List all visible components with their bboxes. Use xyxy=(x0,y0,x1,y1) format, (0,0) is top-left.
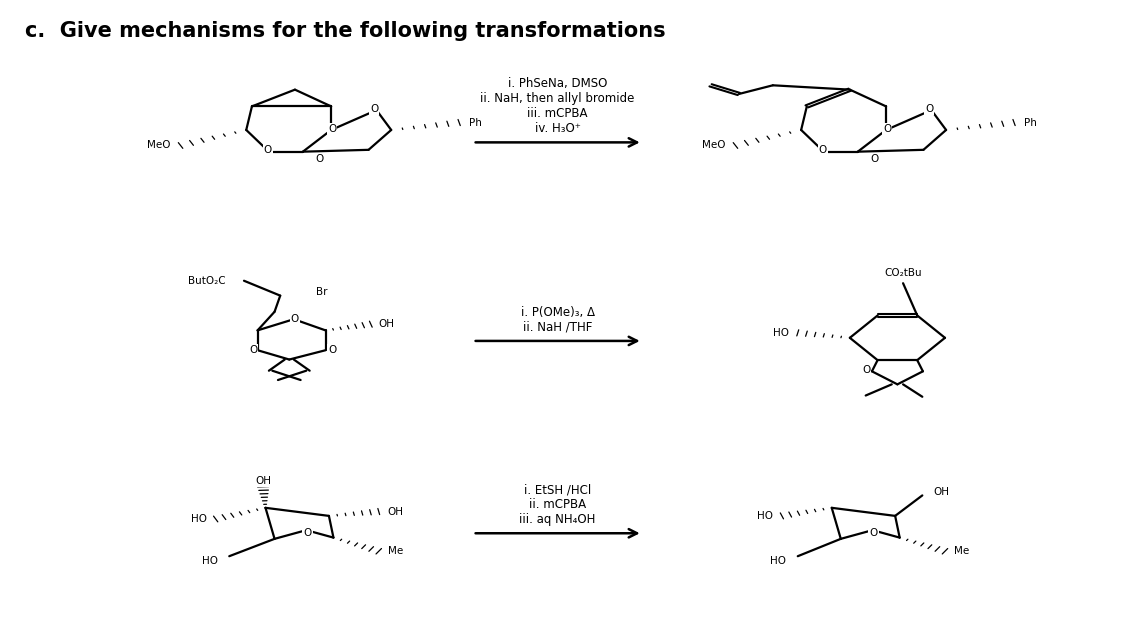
Text: HO: HO xyxy=(770,556,786,566)
Text: O: O xyxy=(304,528,312,538)
Text: Ph: Ph xyxy=(1024,118,1037,128)
Text: Me: Me xyxy=(954,546,970,557)
Text: O: O xyxy=(291,314,299,324)
Text: O: O xyxy=(925,104,933,114)
Text: Ph: Ph xyxy=(469,118,483,128)
Text: O: O xyxy=(818,145,827,155)
Text: c.  Give mechanisms for the following transformations: c. Give mechanisms for the following tra… xyxy=(25,21,666,41)
Text: ii. mCPBA: ii. mCPBA xyxy=(529,498,586,511)
Text: O: O xyxy=(370,104,378,114)
Text: O: O xyxy=(863,365,871,375)
Text: O: O xyxy=(249,345,257,355)
Text: HO: HO xyxy=(201,556,218,566)
Text: iii. aq NH₄OH: iii. aq NH₄OH xyxy=(519,513,596,526)
Text: i. P(OMe)₃, Δ: i. P(OMe)₃, Δ xyxy=(521,305,595,319)
Text: ButO₂C: ButO₂C xyxy=(188,275,225,285)
Text: O: O xyxy=(871,154,879,164)
Text: Me: Me xyxy=(388,546,403,557)
Text: CO₂tBu: CO₂tBu xyxy=(884,268,922,278)
Text: HO: HO xyxy=(757,511,773,521)
Text: HO: HO xyxy=(773,328,789,338)
Text: i. PhSeNa, DMSO: i. PhSeNa, DMSO xyxy=(508,77,608,90)
Text: iii. mCPBA: iii. mCPBA xyxy=(527,107,588,120)
Text: MeO: MeO xyxy=(147,140,171,150)
Text: i. EtSH /HCl: i. EtSH /HCl xyxy=(525,483,592,496)
Text: O: O xyxy=(264,145,272,155)
Text: OH: OH xyxy=(379,319,395,329)
Text: O: O xyxy=(883,124,891,134)
Text: O: O xyxy=(328,124,337,134)
Text: O: O xyxy=(328,345,337,355)
Text: OH: OH xyxy=(255,476,271,486)
Text: ii. NaH /THF: ii. NaH /THF xyxy=(523,321,593,334)
Text: iv. H₃O⁺: iv. H₃O⁺ xyxy=(535,122,580,135)
Text: OH: OH xyxy=(933,486,949,496)
Text: O: O xyxy=(315,154,324,164)
Text: MeO: MeO xyxy=(702,140,725,150)
Text: Br: Br xyxy=(316,287,328,297)
Text: OH: OH xyxy=(388,506,404,516)
Text: ii. NaH, then allyl bromide: ii. NaH, then allyl bromide xyxy=(480,92,635,105)
Text: O: O xyxy=(869,528,877,538)
Text: HO: HO xyxy=(191,514,207,524)
